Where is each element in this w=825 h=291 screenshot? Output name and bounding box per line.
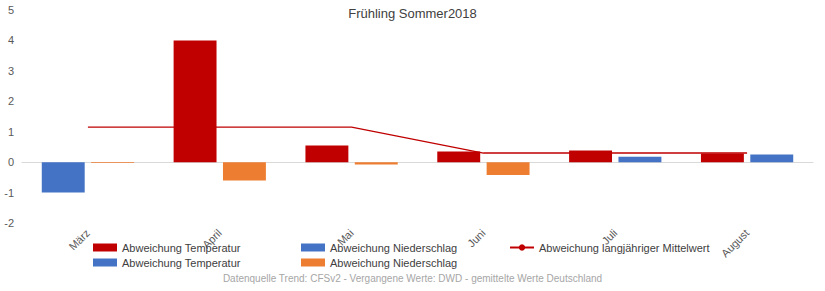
svg-text:-1: -1	[4, 187, 14, 199]
svg-text:Datenquelle Trend: CFSv2 - Ver: Datenquelle Trend: CFSv2 - Vergangene We…	[223, 273, 602, 284]
svg-text:0: 0	[8, 156, 14, 168]
svg-text:1: 1	[8, 126, 14, 138]
svg-text:-2: -2	[4, 217, 14, 229]
svg-text:Abweichung Temperatur: Abweichung Temperatur	[122, 242, 241, 254]
svg-text:April: April	[200, 226, 224, 251]
svg-text:Abweichung Niederschlag: Abweichung Niederschlag	[330, 242, 457, 254]
svg-text:Abweichung Temperatur: Abweichung Temperatur	[122, 257, 241, 269]
svg-text:2: 2	[8, 95, 14, 107]
svg-text:4: 4	[8, 34, 14, 46]
svg-text:Abweichung langjähriger Mittel: Abweichung langjähriger Mittelwert	[539, 242, 710, 254]
svg-text:3: 3	[8, 65, 14, 77]
svg-text:August: August	[719, 227, 752, 260]
svg-text:März: März	[66, 227, 92, 253]
svg-text:Juli: Juli	[599, 226, 620, 247]
svg-text:Abweichung Niederschlag: Abweichung Niederschlag	[330, 257, 457, 269]
svg-text:Juni: Juni	[465, 227, 488, 250]
svg-text:5: 5	[8, 4, 14, 16]
svg-text:Mai: Mai	[334, 226, 356, 248]
svg-text:Frühling Sommer2018: Frühling Sommer2018	[348, 6, 477, 21]
